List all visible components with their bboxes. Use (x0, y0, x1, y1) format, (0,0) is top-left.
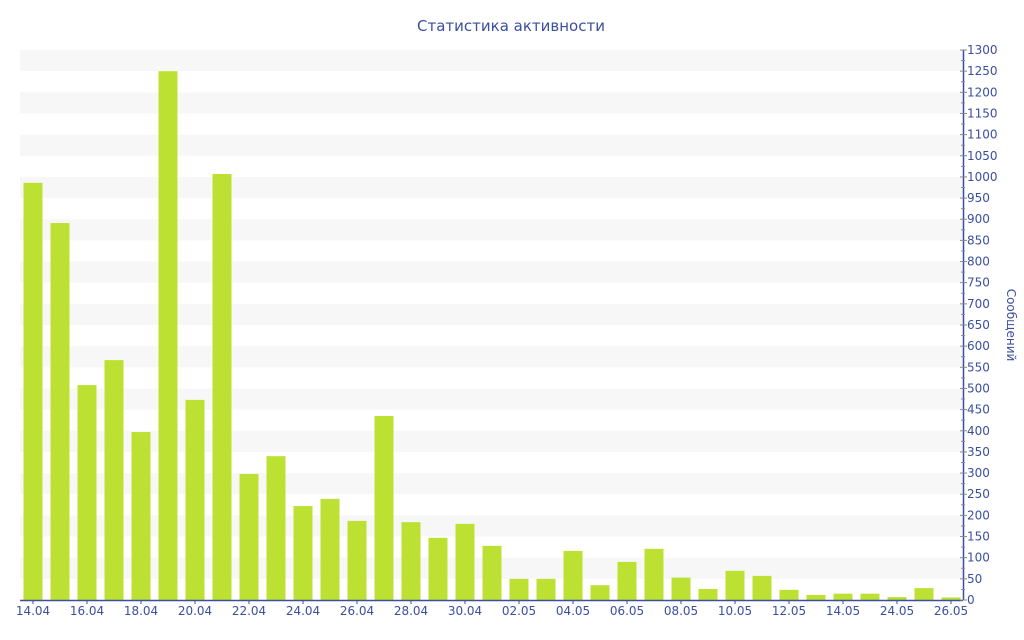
bar (158, 71, 178, 600)
bar (77, 385, 97, 600)
bar (563, 550, 583, 600)
chart-title: Статистика активности (417, 17, 605, 35)
grid-band (20, 346, 963, 368)
y-tick-label: 50 (967, 572, 982, 586)
x-tick-label: 08.05 (664, 604, 698, 618)
y-axis: 0 50 100 150 200 250 300 350 400 450 500 550 600 650 7… (960, 43, 998, 607)
y-tick-label: 1050 (967, 149, 998, 163)
bar (779, 589, 799, 600)
y-tick-label: 650 (967, 318, 990, 332)
bar (698, 589, 718, 600)
y-tick-label: 1000 (967, 170, 998, 184)
bar (725, 570, 745, 600)
y-tick-label: 1150 (967, 106, 998, 120)
x-tick-label: 10.05 (718, 604, 752, 618)
y-tick-label: 850 (967, 233, 990, 247)
x-tick-label: 18.04 (124, 604, 158, 618)
x-tick-label: 04.05 (556, 604, 590, 618)
bar (590, 585, 610, 600)
y-tick-label: 400 (967, 424, 990, 438)
grid-band (20, 303, 963, 325)
y-tick-label: 1250 (967, 64, 998, 78)
grid-band (20, 92, 963, 114)
y-tick-label: 250 (967, 487, 990, 501)
bar (887, 597, 907, 600)
bar (914, 588, 934, 600)
y-tick-label: 100 (967, 551, 990, 565)
y-tick-label: 150 (967, 530, 990, 544)
grid-band (20, 261, 963, 283)
x-tick-label: 30.04 (448, 604, 482, 618)
grid-band (20, 176, 963, 199)
bar (212, 173, 232, 600)
bar (644, 548, 664, 600)
y-tick-label: 900 (967, 212, 990, 226)
bar (23, 182, 43, 600)
x-tick-label: 28.04 (394, 604, 428, 618)
bar (239, 473, 259, 600)
y-tick-label: 600 (967, 339, 990, 353)
bar (833, 593, 853, 600)
y-tick-label: 1200 (967, 85, 998, 99)
x-tick-label: 26.05 (934, 604, 968, 618)
x-tick-label: 14.04 (16, 604, 50, 618)
bar (185, 399, 205, 600)
bar (50, 223, 70, 601)
bar (536, 578, 556, 600)
bar (509, 578, 529, 600)
grid-bands (20, 50, 963, 579)
y-tick-label: 1300 (967, 43, 998, 57)
y-tick-label: 700 (967, 297, 990, 311)
y-tick-label: 350 (967, 445, 990, 459)
y-tick-label: 200 (967, 508, 990, 522)
x-tick-label: 22.04 (232, 604, 266, 618)
y-axis-label: Сообщений (1004, 289, 1018, 362)
bar (320, 498, 340, 600)
bar (752, 575, 772, 600)
bar (941, 597, 961, 600)
grid-band (20, 388, 963, 410)
x-axis: 14.04 16.04 18.04 20.04 22.04 24.04 26.04 28.04… (16, 599, 968, 618)
bar (671, 577, 691, 600)
bar (428, 537, 448, 600)
grid-band (20, 430, 963, 452)
bar (455, 523, 475, 600)
x-tick-label: 24.04 (286, 604, 320, 618)
y-tick-label: 800 (967, 255, 990, 269)
bar (401, 522, 421, 600)
bar (374, 415, 394, 600)
y-tick-label: 550 (967, 360, 990, 374)
bars (23, 71, 961, 601)
bar (617, 561, 637, 600)
x-tick-label: 26.04 (340, 604, 374, 618)
x-tick-label: 14.05 (826, 604, 860, 618)
bar (806, 594, 826, 600)
grid-band (20, 219, 963, 241)
y-tick-label: 950 (967, 191, 990, 205)
x-tick-label: 06.05 (610, 604, 644, 618)
bar (347, 520, 367, 600)
x-tick-label: 16.04 (70, 604, 104, 618)
bar (131, 432, 151, 600)
grid-band (20, 134, 963, 156)
bar (860, 593, 880, 600)
y-tick-label: 300 (967, 466, 990, 480)
bar (293, 506, 313, 600)
y-tick-label: 450 (967, 403, 990, 417)
bar (482, 545, 502, 600)
grid-band (20, 50, 963, 72)
y-tick-label: 750 (967, 276, 990, 290)
bar (266, 456, 286, 600)
bar (104, 360, 124, 600)
x-tick-label: 20.04 (178, 604, 212, 618)
x-tick-label: 12.05 (772, 604, 806, 618)
y-tick-label: 500 (967, 381, 990, 395)
x-tick-label: 24.05 (880, 604, 914, 618)
y-tick-label: 0 (967, 593, 975, 607)
x-tick-label: 02.05 (502, 604, 536, 618)
y-tick-label: 1100 (967, 128, 998, 142)
